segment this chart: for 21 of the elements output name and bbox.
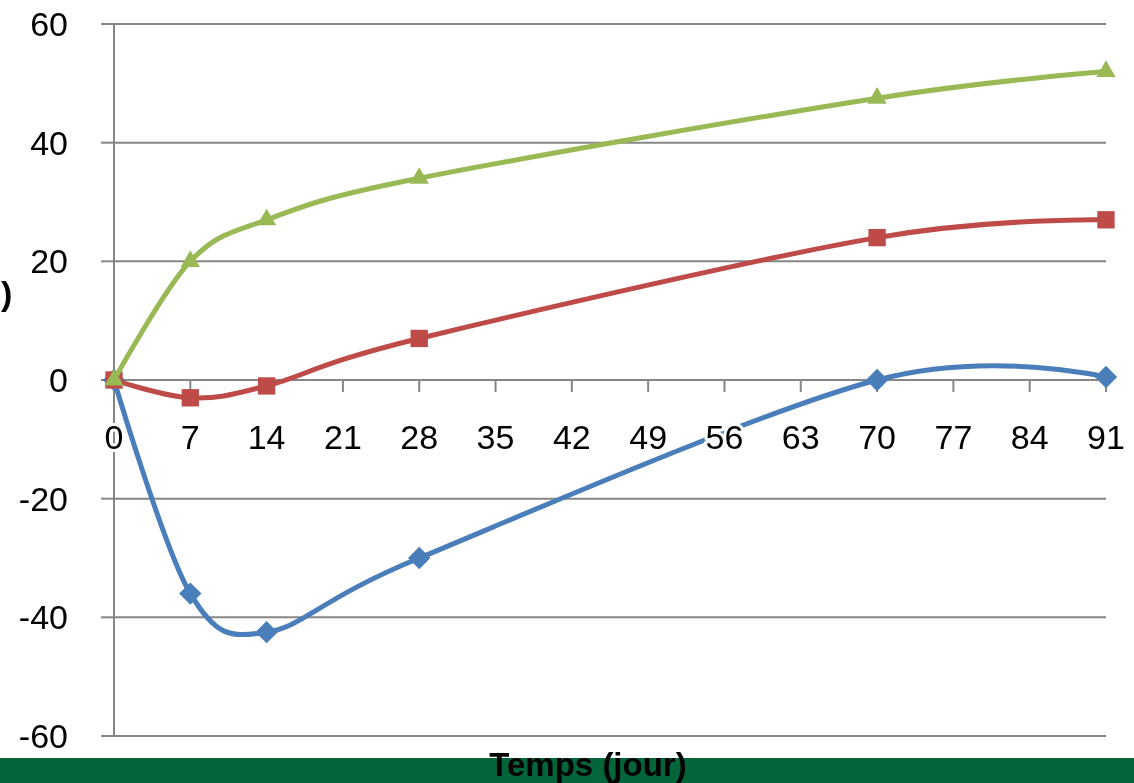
x-tick-label: 28 (400, 418, 439, 456)
y-axis-title: ) (1, 274, 13, 312)
x-tick-label: 70 (858, 418, 896, 456)
x-tick-label: 0 (104, 418, 124, 456)
y-tick-label: 40 (30, 123, 68, 162)
x-tick-label: 91 (1087, 418, 1125, 456)
x-tick-label: 35 (476, 418, 515, 456)
y-tick-label: -60 (18, 717, 68, 755)
x-tick-label: 77 (934, 418, 973, 456)
x-tick-label: 14 (247, 418, 286, 456)
y-tick-label: 60 (30, 5, 68, 43)
x-tick-label: 63 (781, 418, 820, 456)
y-tick-label: -20 (18, 479, 68, 518)
x-tick-label: 7 (180, 418, 200, 456)
y-tick-label: 0 (49, 361, 68, 399)
x-tick-label: 49 (629, 418, 668, 456)
x-tick-label: 42 (552, 418, 591, 456)
x-tick-label: 84 (1010, 418, 1049, 456)
y-tick-label: -40 (18, 598, 68, 637)
y-tick-label: 20 (30, 242, 68, 281)
x-tick-label: 21 (324, 418, 362, 456)
